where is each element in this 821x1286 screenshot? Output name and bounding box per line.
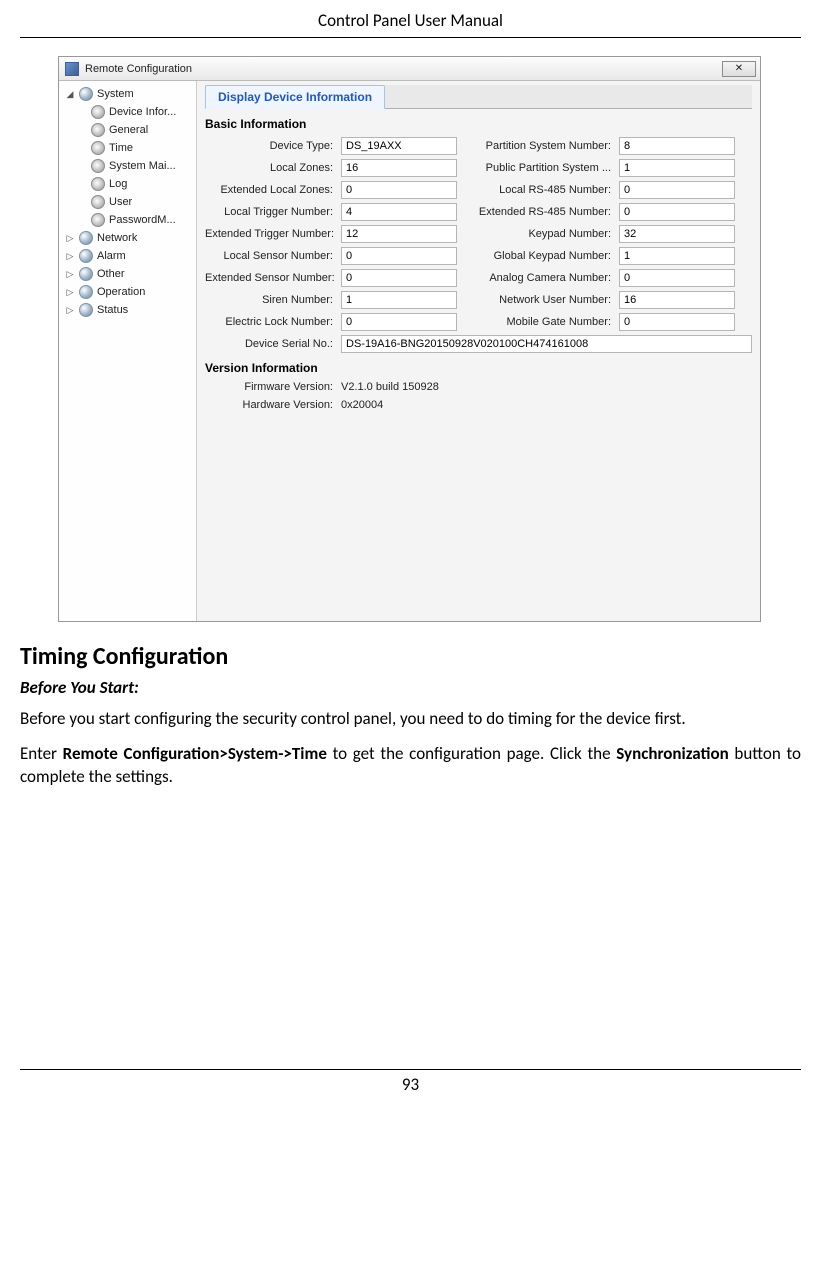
screenshot-window: Remote Configuration ✕ ◢System Device In… [58, 56, 761, 622]
label-hardware-version: Hardware Version: [205, 399, 335, 411]
para-1: Before you start configuring the securit… [20, 708, 801, 731]
label-serial: Device Serial No.: [205, 338, 335, 350]
input-local-zones[interactable] [341, 159, 457, 177]
window-title: Remote Configuration [85, 63, 192, 75]
globe-icon [79, 285, 93, 299]
tree-general[interactable]: General [63, 121, 196, 139]
label-local-trigger: Local Trigger Number: [205, 206, 335, 218]
globe-icon [79, 87, 93, 101]
input-serial[interactable] [341, 335, 752, 353]
subheading-before-you-start: Before You Start: [20, 677, 801, 698]
label-ext-local-zones: Extended Local Zones: [205, 184, 335, 196]
gear-icon [91, 195, 105, 209]
label-local-zones: Local Zones: [205, 162, 335, 174]
input-local-rs485[interactable] [619, 181, 735, 199]
label-local-sensor: Local Sensor Number: [205, 250, 335, 262]
section-basic-info: Basic Information [205, 117, 752, 131]
label-public-partition: Public Partition System ... [463, 162, 613, 174]
page-number: 93 [20, 1069, 801, 1095]
label-ext-trigger: Extended Trigger Number: [205, 228, 335, 240]
label-elock: Electric Lock Number: [205, 316, 335, 328]
tree-passwordm[interactable]: PasswordM... [63, 211, 196, 229]
content-pane: Display Device Information Basic Informa… [197, 81, 760, 621]
para-2: Enter Remote Configuration>System->Time … [20, 743, 801, 789]
tree-log[interactable]: Log [63, 175, 196, 193]
label-siren: Siren Number: [205, 294, 335, 306]
value-firmware-version: V2.1.0 build 150928 [341, 381, 752, 393]
section-version-info: Version Information [205, 361, 752, 375]
gear-icon [91, 105, 105, 119]
label-device-type: Device Type: [205, 140, 335, 152]
gear-icon [91, 141, 105, 155]
close-button[interactable]: ✕ [722, 61, 756, 77]
titlebar: Remote Configuration ✕ [59, 57, 760, 81]
label-ext-rs485: Extended RS-485 Number: [463, 206, 613, 218]
tree-user[interactable]: User [63, 193, 196, 211]
label-firmware-version: Firmware Version: [205, 381, 335, 393]
input-local-trigger[interactable] [341, 203, 457, 221]
gear-icon [91, 177, 105, 191]
input-global-keypad[interactable] [619, 247, 735, 265]
label-local-rs485: Local RS-485 Number: [463, 184, 613, 196]
globe-icon [79, 249, 93, 263]
label-global-keypad: Global Keypad Number: [463, 250, 613, 262]
tree-other[interactable]: ▷Other [63, 265, 196, 283]
tree-operation[interactable]: ▷Operation [63, 283, 196, 301]
input-ext-rs485[interactable] [619, 203, 735, 221]
input-mobile-gate[interactable] [619, 313, 735, 331]
input-ext-trigger[interactable] [341, 225, 457, 243]
tree-system[interactable]: ◢System [63, 85, 196, 103]
input-analog-camera[interactable] [619, 269, 735, 287]
input-ext-sensor[interactable] [341, 269, 457, 287]
tree-device-info[interactable]: Device Infor... [63, 103, 196, 121]
tree-network[interactable]: ▷Network [63, 229, 196, 247]
tree-status[interactable]: ▷Status [63, 301, 196, 319]
input-local-sensor[interactable] [341, 247, 457, 265]
input-public-partition[interactable] [619, 159, 735, 177]
tab-display-device-info[interactable]: Display Device Information [205, 85, 385, 109]
input-device-type[interactable] [341, 137, 457, 155]
label-mobile-gate: Mobile Gate Number: [463, 316, 613, 328]
globe-icon [79, 267, 93, 281]
value-hardware-version: 0x20004 [341, 399, 752, 411]
gear-icon [91, 159, 105, 173]
label-analog-camera: Analog Camera Number: [463, 272, 613, 284]
globe-icon [79, 231, 93, 245]
heading-timing-configuration: Timing Configuration [20, 642, 801, 671]
input-ext-local-zones[interactable] [341, 181, 457, 199]
input-keypad[interactable] [619, 225, 735, 243]
basic-info-form: Device Type: Partition System Number: Lo… [205, 137, 752, 331]
input-elock[interactable] [341, 313, 457, 331]
tab-strip: Display Device Information [205, 85, 752, 109]
input-partition-system-number[interactable] [619, 137, 735, 155]
label-ext-sensor: Extended Sensor Number: [205, 272, 335, 284]
globe-icon [79, 303, 93, 317]
nav-tree: ◢System Device Infor... General Time Sys… [59, 81, 197, 621]
app-icon [65, 62, 79, 76]
gear-icon [91, 213, 105, 227]
page-header: Control Panel User Manual [20, 10, 801, 38]
gear-icon [91, 123, 105, 137]
input-net-user[interactable] [619, 291, 735, 309]
tree-alarm[interactable]: ▷Alarm [63, 247, 196, 265]
input-siren[interactable] [341, 291, 457, 309]
label-partition-system-number: Partition System Number: [463, 140, 613, 152]
label-net-user: Network User Number: [463, 294, 613, 306]
tree-time[interactable]: Time [63, 139, 196, 157]
tree-system-mai[interactable]: System Mai... [63, 157, 196, 175]
label-keypad: Keypad Number: [463, 228, 613, 240]
